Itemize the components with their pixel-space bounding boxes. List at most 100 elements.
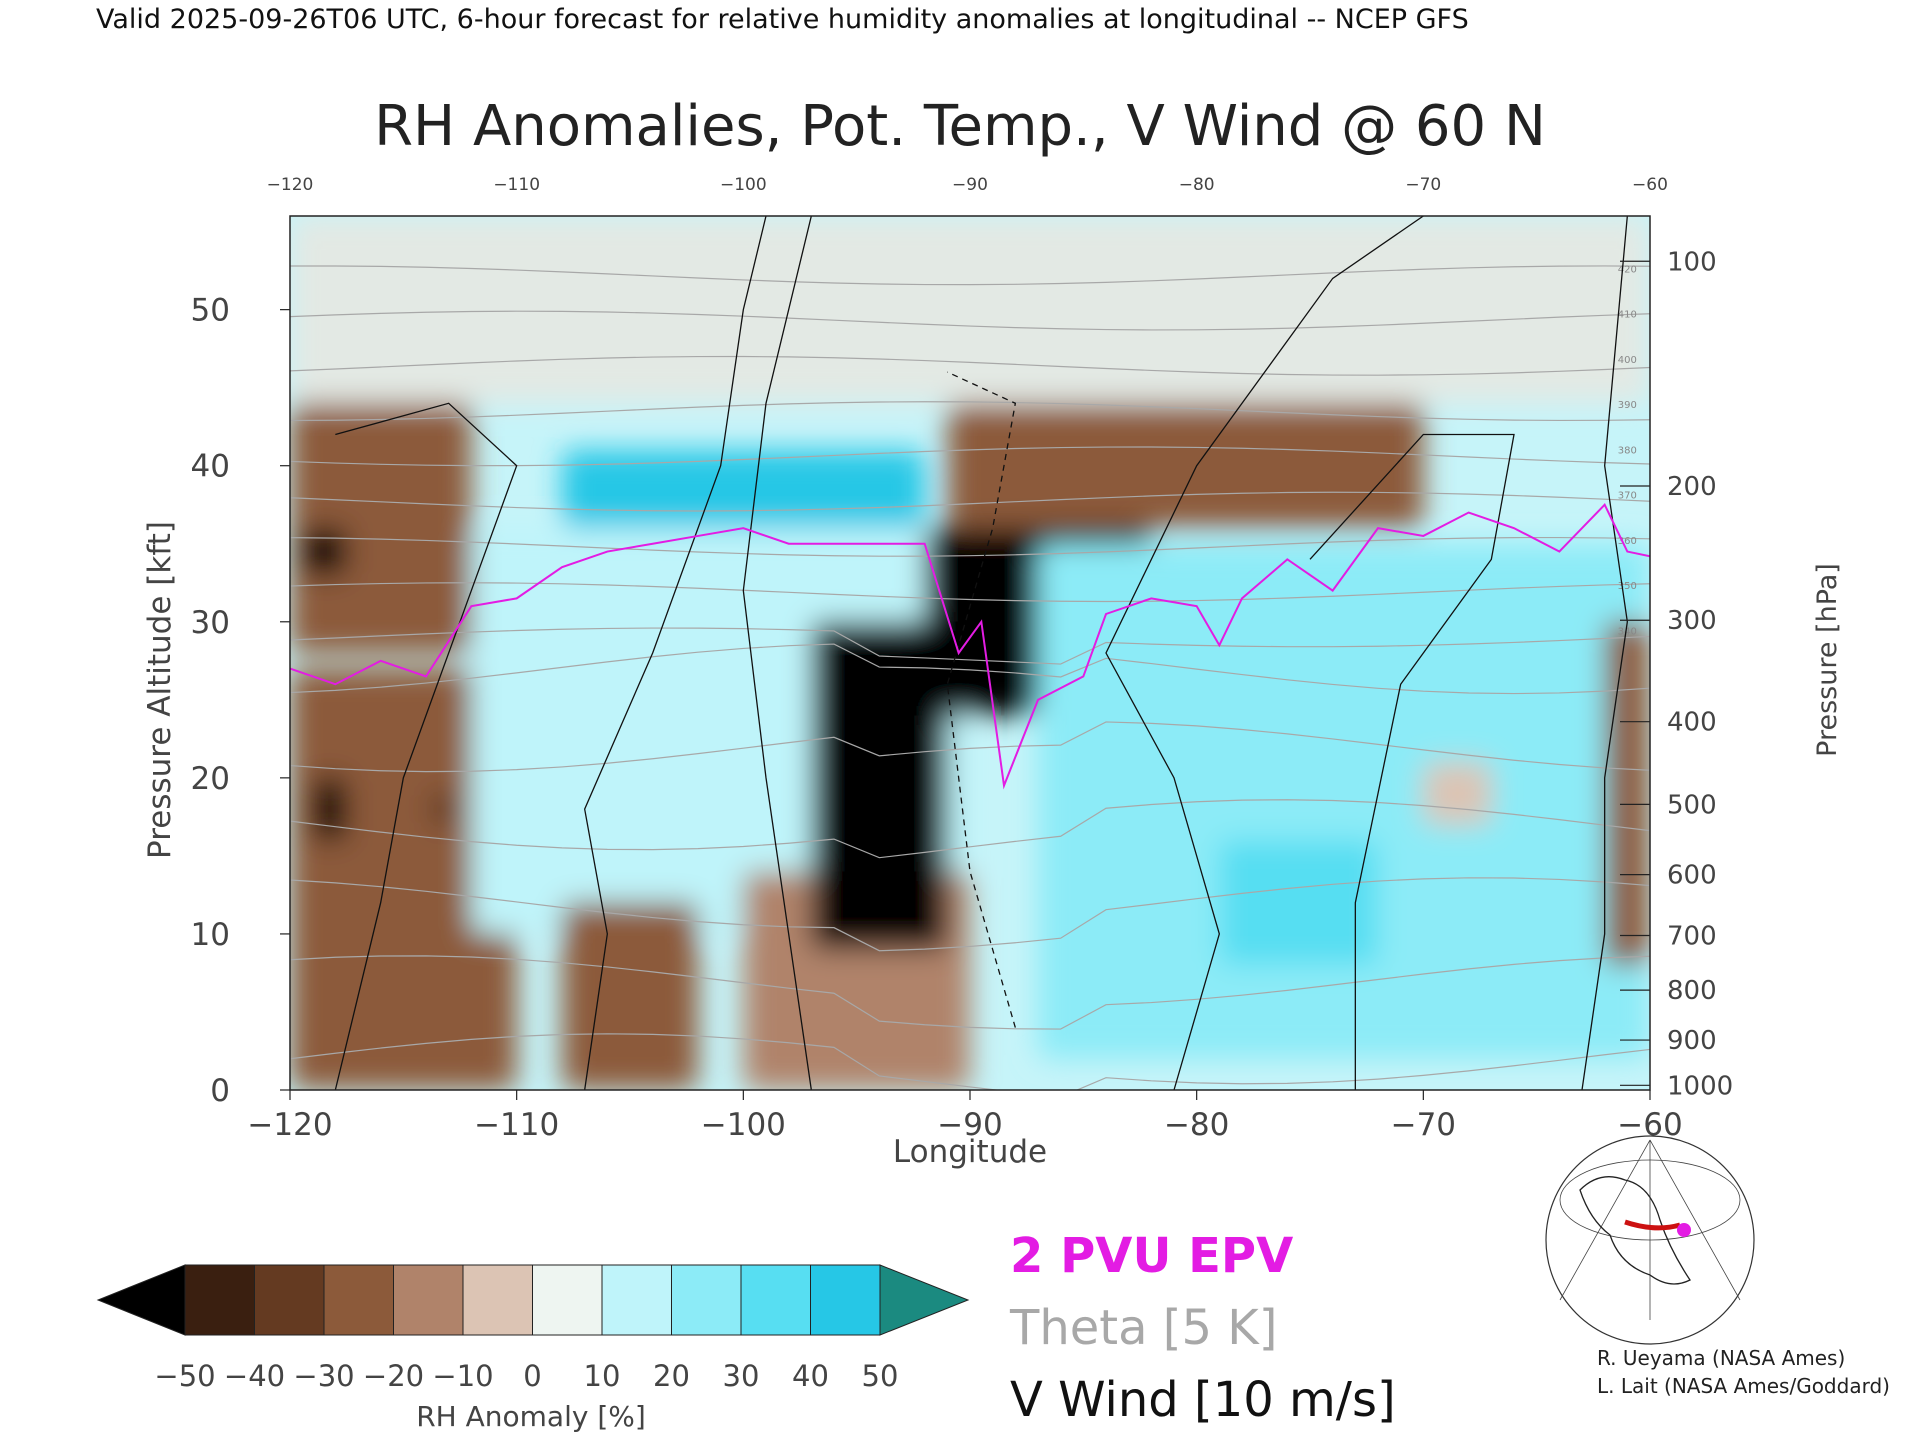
y-tick-label: 10 [191, 917, 230, 953]
theta-contour-label: 360 [1618, 536, 1637, 547]
y-tick-label: 20 [191, 761, 230, 797]
theta-contour [290, 355, 1650, 376]
colorbar-bin [254, 1264, 325, 1336]
colorbar-high-arrow [879, 1264, 970, 1336]
x-axis-top: −120 −110 −100 −90 −80 −70 −60 [267, 175, 1668, 195]
rh-region [290, 403, 472, 653]
epv-2pvu-line [290, 503, 1650, 790]
locator-map-frame [1545, 1135, 1755, 1345]
theta-contour [290, 627, 1650, 665]
v-wind-contour [583, 216, 767, 1090]
y-axis-label-left: Pressure Altitude [kft] [142, 521, 178, 859]
rh-region [1604, 621, 1650, 966]
theta-contour-label: 420 [1618, 264, 1637, 275]
x-tick-label: −100 [701, 1107, 786, 1143]
x-tick-label: −80 [1164, 1107, 1229, 1143]
pressure-tick-label: 300 [1667, 606, 1717, 636]
colorbar-tick-label: 30 [723, 1359, 760, 1393]
theta-contour-label: 380 [1618, 445, 1637, 456]
locator-map-section-line [1624, 1219, 1681, 1231]
x-tick-label-top: −110 [493, 175, 540, 195]
colorbar: −50 −40 −30 −20 −10 0 10 20 30 40 50 [96, 1264, 970, 1393]
x-tick-label-top: −70 [1405, 175, 1441, 195]
theta-contour [290, 877, 1650, 952]
legend-theta: Theta [5 K] [1010, 1300, 1278, 1356]
colorbar-label: RH Anomaly [%] [416, 1400, 646, 1433]
colorbar-bin [393, 1264, 464, 1336]
v-wind-contour [1105, 216, 1424, 1090]
colorbar-bin [671, 1264, 742, 1336]
plot-area: 340 350 360 370 380 390 400 410 420 [289, 215, 1651, 1091]
v-wind-contour [1581, 216, 1628, 1090]
locator-map-meridian [1559, 1139, 1741, 1320]
theta-contour-label: 410 [1618, 310, 1637, 321]
x-axis-label: Longitude [893, 1134, 1047, 1170]
rh-region [312, 777, 347, 841]
locator-map [1545, 1135, 1755, 1345]
colorbar-bin [740, 1264, 811, 1336]
v-wind-contours [334, 216, 1628, 1090]
v-wind-contour [1309, 433, 1515, 1090]
v-wind-contour [742, 216, 812, 1090]
v-wind-contour [946, 371, 1017, 1028]
colorbar-tick-label: 0 [523, 1359, 541, 1393]
theta-contour-label: 340 [1618, 626, 1637, 637]
theta-contour [290, 491, 1650, 512]
x-tick-label-top: −100 [720, 175, 767, 195]
pressure-tick-label: 200 [1667, 472, 1717, 502]
theta-contour-label: 390 [1618, 400, 1637, 411]
rh-region [811, 621, 948, 950]
header-caption: Valid 2025-09-26T06 UTC, 6-hour forecast… [96, 4, 1469, 35]
theta-contour [290, 799, 1650, 859]
rh-region [290, 668, 517, 1090]
pressure-tick-label: 500 [1667, 790, 1717, 820]
rh-region [435, 793, 449, 825]
v-wind-contour [334, 402, 518, 1090]
chart-title: RH Anomalies, Pot. Temp., V Wind @ 60 N [374, 94, 1546, 159]
theta-contour [290, 536, 1650, 557]
colorbar-bin [810, 1264, 881, 1336]
theta-contour-label: 350 [1618, 581, 1637, 592]
rh-region [562, 902, 698, 1090]
rh-region [947, 403, 1424, 529]
y-tick-label: 30 [191, 605, 230, 641]
locator-map-marker [1677, 1223, 1691, 1237]
x-tick-label: −70 [1391, 1107, 1456, 1143]
pressure-tick-label: 1000 [1667, 1071, 1733, 1101]
locator-map-coastline [1579, 1176, 1691, 1285]
theta-contour [290, 401, 1650, 422]
legend-wind: V Wind [10 m/s] [1010, 1372, 1396, 1428]
theta-contours: 340 350 360 370 380 390 400 410 420 [290, 264, 1650, 1090]
rh-region [1219, 840, 1378, 966]
colorbar-low-arrow [96, 1264, 186, 1336]
x-tick-label: −60 [1617, 1107, 1682, 1143]
pressure-tick-label: 600 [1667, 861, 1717, 891]
pressure-tick-label: 800 [1667, 976, 1717, 1006]
colorbar-bin [184, 1264, 255, 1336]
x-tick-label-top: −90 [952, 175, 988, 195]
colorbar-tick-label: −30 [293, 1359, 354, 1393]
x-tick-label: −110 [474, 1107, 559, 1143]
pressure-tick-label: 100 [1667, 247, 1717, 277]
x-tick-label: −90 [937, 1107, 1002, 1143]
rh-region [290, 216, 1650, 404]
credit-line-2: L. Lait (NASA Ames/Goddard) [1597, 1374, 1890, 1398]
x-tick-label-top: −120 [267, 175, 314, 195]
theta-contour [290, 582, 1650, 603]
theta-contour [290, 643, 1650, 695]
rh-region [1423, 762, 1492, 825]
y-axis-left: 0 10 20 30 40 50 [191, 293, 290, 1109]
colorbar-tick-label: 50 [862, 1359, 899, 1393]
y-tick-label: 40 [191, 449, 230, 485]
legend-epv: 2 PVU EPV [1010, 1228, 1294, 1284]
theta-contour [290, 955, 1650, 1030]
pressure-tick-label: 700 [1667, 921, 1717, 951]
theta-contour [290, 310, 1650, 331]
colorbar-tick-label: 20 [653, 1359, 690, 1393]
theta-contour [290, 1033, 1650, 1090]
colorbar-tick-label: 40 [792, 1359, 829, 1393]
x-tick-label: −120 [247, 1107, 332, 1143]
theta-contour-label: 370 [1618, 491, 1637, 502]
rh-region [562, 450, 925, 529]
